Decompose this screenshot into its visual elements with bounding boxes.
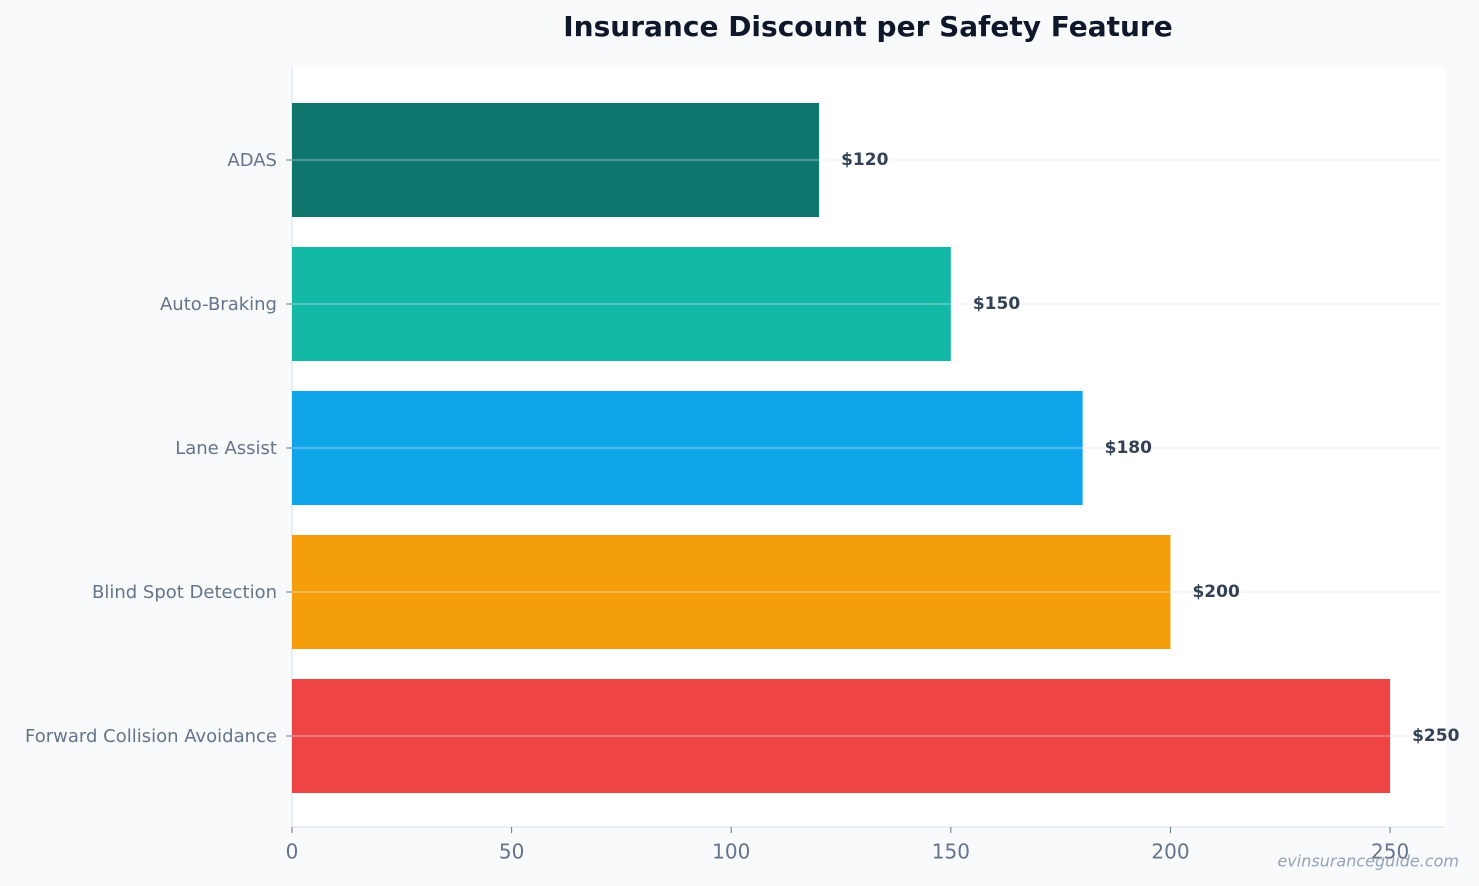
value-label: $150: [973, 294, 1020, 314]
y-tick-label: Lane Assist: [175, 438, 277, 459]
value-label: $200: [1192, 582, 1239, 602]
chart-title: Insurance Discount per Safety Feature: [563, 10, 1172, 43]
value-label: $180: [1105, 438, 1152, 458]
value-label: $250: [1412, 726, 1459, 746]
x-tick-label: 50: [499, 840, 524, 864]
x-tick-label: 250: [1371, 840, 1409, 864]
y-tick-label: ADAS: [227, 150, 277, 171]
x-tick-label: 200: [1151, 840, 1189, 864]
x-tick-label: 150: [932, 840, 970, 864]
y-tick-label: Auto-Braking: [160, 294, 277, 315]
y-tick-label: Forward Collision Avoidance: [25, 726, 277, 747]
x-tick-label: 0: [286, 840, 299, 864]
y-tick-label: Blind Spot Detection: [92, 582, 277, 603]
value-label: $120: [841, 150, 888, 170]
x-tick-label: 100: [712, 840, 750, 864]
watermark: evinsuranceguide.com: [1277, 852, 1459, 871]
